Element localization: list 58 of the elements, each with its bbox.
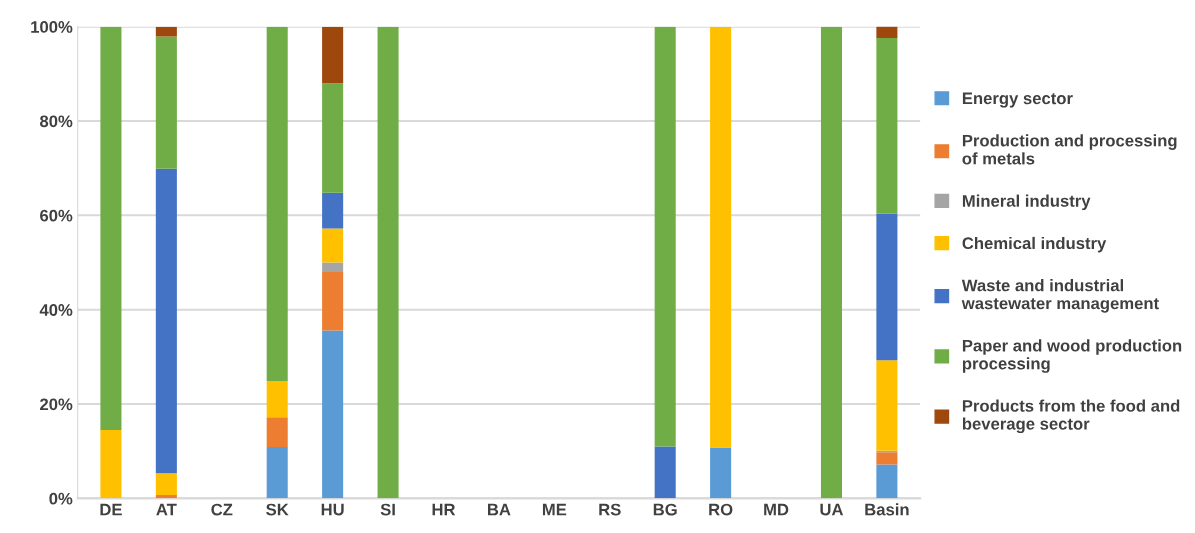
legend-label: Production and processing of metals [962, 134, 1177, 165]
y-tick-label: 20% [40, 398, 73, 411]
bar [322, 271, 344, 331]
legend-label: Waste and industrial wastewater management [961, 279, 1159, 313]
bar [322, 330, 344, 499]
bar [876, 37, 898, 214]
legend-label: Chemical industry [962, 236, 1107, 253]
bar [322, 262, 344, 272]
bar [155, 36, 177, 169]
y-tick-label: 80% [39, 115, 73, 128]
y-tick-label: 100% [31, 21, 73, 33]
bar [266, 417, 288, 447]
bar [322, 26, 344, 84]
bar [710, 26, 732, 448]
x-tick-label: ME [542, 503, 567, 516]
x-tick-label: HU [321, 503, 344, 516]
x-tick-label: RS [599, 503, 621, 516]
bar [654, 26, 676, 447]
bar [322, 228, 344, 263]
x-tick-label: Basin [865, 503, 909, 516]
bar [266, 380, 288, 418]
x-tick-label: AT [156, 503, 177, 516]
legend-label: Mineral industry [962, 194, 1091, 211]
bar [155, 168, 177, 474]
bar [710, 447, 732, 499]
y-tick-label: 40% [39, 304, 73, 316]
bar [155, 495, 177, 499]
bar [100, 429, 122, 499]
x-tick-label: HR [432, 503, 456, 516]
x-tick-label: BA [487, 503, 511, 516]
y-tick-label: 0% [49, 492, 73, 505]
x-tick-label: RO [709, 503, 733, 516]
bar [322, 83, 344, 193]
bar [876, 452, 898, 465]
bar [266, 26, 288, 381]
x-tick-label: UA [820, 503, 844, 516]
y-tick-label: 60% [40, 209, 73, 222]
x-tick-label: SK [266, 503, 289, 516]
bar [876, 213, 898, 361]
bar [876, 360, 898, 451]
x-tick-label: BG [653, 503, 677, 516]
bar [876, 26, 898, 38]
bar [155, 473, 177, 496]
bar [322, 192, 344, 229]
bar [266, 446, 288, 499]
bar [377, 26, 399, 499]
bar [654, 446, 676, 499]
x-tick-label: MD [764, 503, 789, 516]
x-tick-label: CZ [211, 503, 233, 516]
legend-label: Energy sector [962, 92, 1073, 108]
bar [820, 26, 842, 499]
x-tick-label: SI [380, 503, 395, 516]
bar [876, 464, 898, 499]
x-tick-label: DE [100, 503, 122, 516]
legend-label: Paper and wood production processing [962, 339, 1182, 373]
legend-label: Products from the food and beverage sector [962, 399, 1180, 434]
bar [100, 26, 122, 430]
bar [155, 26, 177, 37]
